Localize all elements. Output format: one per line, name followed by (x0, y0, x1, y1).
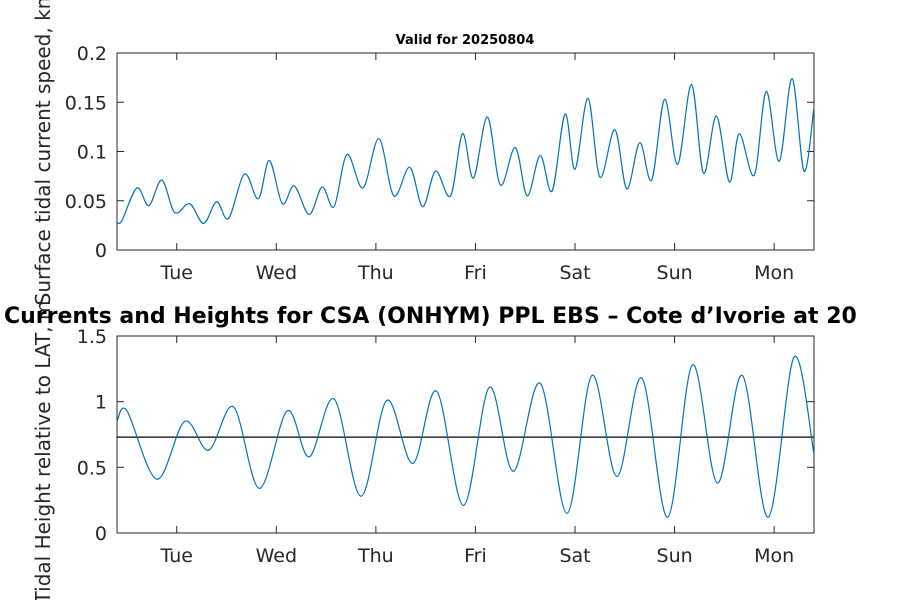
height-ytick-label: 0 (95, 523, 107, 545)
height-ytick-label: 0.5 (77, 457, 107, 479)
speed-xtick-label: Thu (357, 262, 394, 284)
height-xtick-label: Fri (464, 545, 487, 567)
speed-xtick-label: Mon (754, 262, 794, 284)
height-xtick-label: Sat (559, 545, 590, 567)
current-speed-ticks: 0 0.05 0.1 0.15 0.2 Tue Wed Thu Fri Sat Sun Mon (65, 43, 814, 284)
tidal-height-axes: 0 0.5 1 1.5 Tue Wed Thu Fri Sat Sun Mon Tidal Heig… (31, 301, 815, 600)
height-xtick-label: Thu (357, 545, 394, 567)
current-speed-ylabel: Surface tidal current speed, kn (31, 0, 55, 305)
tidal-height-ylabel: Tidal Height relative to LAT, m (31, 301, 55, 600)
tidal-height-ticks: 0 0.5 1 1.5 Tue Wed Thu Fri Sat Sun Mon (77, 326, 814, 567)
speed-ytick-label: 0.1 (77, 142, 107, 164)
speed-ytick-label: 0.15 (65, 92, 107, 114)
speed-ytick-label: 0.2 (77, 43, 107, 65)
speed-ytick-label: 0.05 (65, 191, 107, 213)
speed-ytick-label: 0 (95, 240, 107, 262)
speed-xtick-label: Sat (559, 262, 590, 284)
height-xtick-label: Sun (657, 545, 693, 567)
tidal-height-line (116, 355, 815, 518)
current-speed-line (116, 78, 815, 225)
current-speed-plot-box (116, 52, 815, 251)
height-xtick-label: Mon (754, 545, 794, 567)
main-title: Currents and Heights for CSA (ONHYM) PPL… (4, 304, 857, 329)
speed-xtick-label: Fri (464, 262, 487, 284)
current-speed-title: Valid for 20250804 (396, 33, 535, 48)
height-xtick-label: Tue (160, 545, 193, 567)
tidal-height-plot-box (116, 335, 815, 534)
height-ytick-label: 1.5 (77, 326, 107, 348)
speed-xtick-label: Sun (657, 262, 693, 284)
height-xtick-label: Wed (256, 545, 297, 567)
speed-xtick-label: Tue (160, 262, 193, 284)
height-ytick-label: 1 (95, 392, 107, 414)
current-speed-axes: 0 0.05 0.1 0.15 0.2 Tue Wed Thu Fri Sat Sun Mon Val… (31, 0, 815, 305)
speed-xtick-label: Wed (256, 262, 297, 284)
